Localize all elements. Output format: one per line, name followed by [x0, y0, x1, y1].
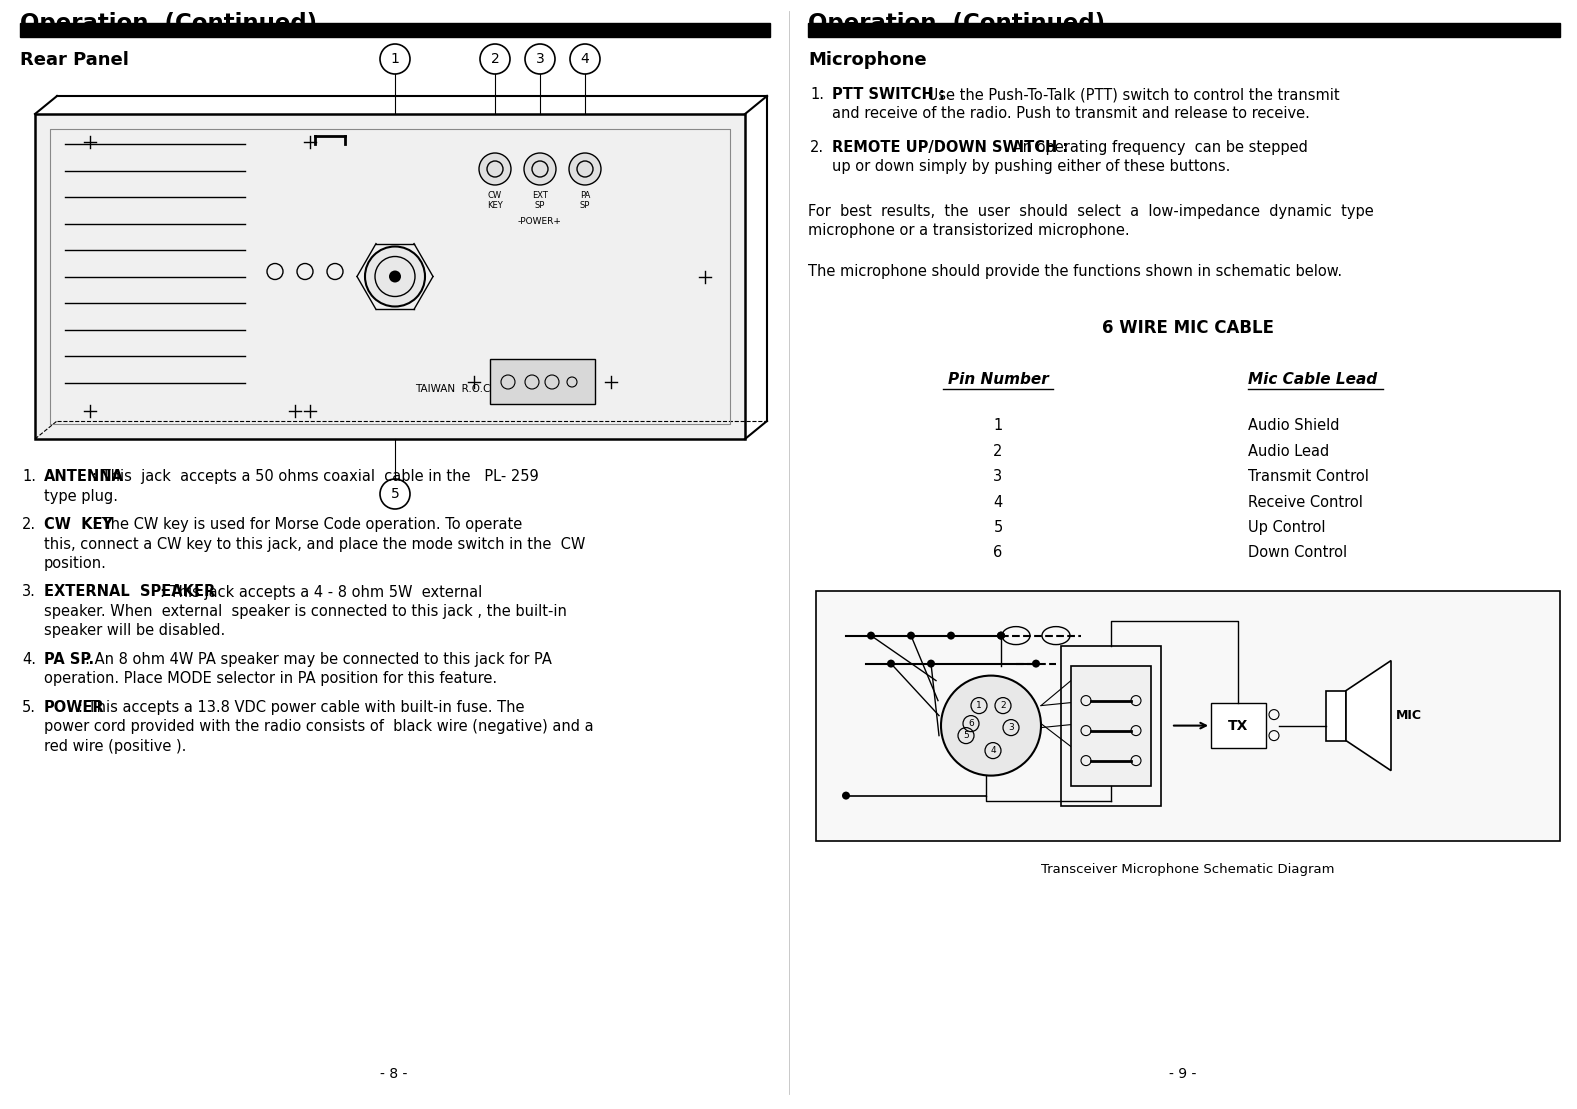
- Text: 3.: 3.: [22, 584, 36, 600]
- Text: EXT
SP: EXT SP: [531, 191, 547, 211]
- Polygon shape: [35, 114, 744, 439]
- Text: 5: 5: [994, 520, 1003, 535]
- Circle shape: [867, 632, 875, 640]
- Text: 4: 4: [990, 746, 995, 755]
- Text: position.: position.: [44, 556, 107, 571]
- Text: power cord provided with the radio consists of  black wire (negative) and a: power cord provided with the radio consi…: [44, 720, 593, 734]
- Text: TX: TX: [1228, 719, 1247, 733]
- Text: 4: 4: [994, 495, 1003, 509]
- Text: 6: 6: [994, 546, 1003, 560]
- Text: 1: 1: [994, 418, 1003, 434]
- Text: Operation  (Continued): Operation (Continued): [21, 12, 317, 35]
- Text: operation. Place MODE selector in PA position for this feature.: operation. Place MODE selector in PA pos…: [44, 672, 497, 686]
- Bar: [1211, 703, 1266, 747]
- Circle shape: [948, 632, 956, 640]
- Text: Transmit Control: Transmit Control: [1247, 469, 1369, 485]
- Text: POWER: POWER: [44, 700, 104, 715]
- Bar: [21, 23, 770, 37]
- Text: 1: 1: [391, 52, 399, 67]
- Text: Operation  (Continued): Operation (Continued): [807, 12, 1105, 35]
- Text: PA
SP: PA SP: [580, 191, 590, 211]
- Circle shape: [479, 153, 511, 185]
- Text: - 8 -: - 8 -: [380, 1067, 408, 1081]
- Text: red wire (positive ).: red wire (positive ).: [44, 739, 186, 754]
- Text: up or down simply by pushing either of these buttons.: up or down simply by pushing either of t…: [833, 160, 1230, 174]
- Text: 5.: 5.: [22, 700, 36, 715]
- Text: MIC: MIC: [1396, 709, 1422, 722]
- Text: 1.: 1.: [811, 87, 825, 102]
- Text: and receive of the radio. Push to transmit and release to receive.: and receive of the radio. Push to transm…: [833, 106, 1310, 122]
- Text: : This jack accepts a 4 - 8 ohm 5W  external: : This jack accepts a 4 - 8 ohm 5W exter…: [159, 584, 483, 600]
- Text: 2: 2: [490, 52, 500, 67]
- Circle shape: [524, 153, 557, 185]
- Text: speaker will be disabled.: speaker will be disabled.: [44, 623, 226, 639]
- Text: 3: 3: [994, 469, 1003, 485]
- Text: Transceiver Microphone Schematic Diagram: Transceiver Microphone Schematic Diagram: [1041, 863, 1334, 876]
- Circle shape: [997, 632, 1005, 640]
- Circle shape: [997, 632, 1005, 640]
- Text: Rear Panel: Rear Panel: [21, 51, 129, 69]
- Text: 2.: 2.: [22, 517, 36, 532]
- Circle shape: [842, 792, 850, 800]
- Circle shape: [886, 660, 896, 668]
- Bar: [490, 359, 595, 404]
- Bar: [807, 23, 1560, 37]
- Text: 5: 5: [964, 731, 968, 740]
- Bar: [1071, 665, 1151, 785]
- Bar: [1326, 691, 1347, 741]
- Text: 1.: 1.: [22, 469, 36, 484]
- Text: : The CW key is used for Morse Code operation. To operate: : The CW key is used for Morse Code oper…: [91, 517, 522, 532]
- Text: this, connect a CW key to this jack, and place the mode switch in the  CW: this, connect a CW key to this jack, and…: [44, 537, 585, 551]
- Text: Receive Control: Receive Control: [1247, 495, 1363, 509]
- Text: microphone or a transistorized microphone.: microphone or a transistorized microphon…: [807, 224, 1129, 238]
- Text: speaker. When  external  speaker is connected to this jack , the built-in: speaker. When external speaker is connec…: [44, 604, 566, 619]
- Text: Mic Cable Lead: Mic Cable Lead: [1247, 372, 1377, 387]
- Circle shape: [941, 675, 1041, 775]
- Circle shape: [927, 660, 935, 668]
- Text: PTT SWITCH :: PTT SWITCH :: [833, 87, 945, 102]
- Text: type plug.: type plug.: [44, 488, 118, 503]
- Text: -POWER+: -POWER+: [519, 217, 561, 226]
- Text: 5: 5: [391, 487, 399, 501]
- Text: : This accepts a 13.8 VDC power cable with built-in fuse. The: : This accepts a 13.8 VDC power cable wi…: [77, 700, 525, 715]
- Text: Audio Shield: Audio Shield: [1247, 418, 1339, 434]
- Text: For  best  results,  the  user  should  select  a  low-impedance  dynamic  type: For best results, the user should select…: [807, 204, 1374, 218]
- Bar: [815, 591, 1560, 841]
- Text: An operating frequency  can be stepped: An operating frequency can be stepped: [1008, 140, 1307, 154]
- Text: 2.: 2.: [811, 140, 825, 154]
- Text: 6: 6: [968, 719, 975, 729]
- Circle shape: [364, 246, 424, 306]
- Text: Pin Number: Pin Number: [948, 372, 1049, 387]
- Text: Up Control: Up Control: [1247, 520, 1326, 535]
- Text: ANTENNA: ANTENNA: [44, 469, 125, 484]
- Text: - 9 -: - 9 -: [1169, 1067, 1197, 1081]
- Text: Microphone: Microphone: [807, 51, 927, 69]
- Text: 6 WIRE MIC CABLE: 6 WIRE MIC CABLE: [1102, 319, 1274, 337]
- Text: : This  jack  accepts a 50 ohms coaxial  cable in the   PL- 259: : This jack accepts a 50 ohms coaxial ca…: [91, 469, 538, 484]
- Text: PA SP.: PA SP.: [44, 652, 95, 667]
- Text: 2: 2: [1000, 701, 1006, 710]
- Text: EXTERNAL  SPEAKER: EXTERNAL SPEAKER: [44, 584, 214, 600]
- Text: Down Control: Down Control: [1247, 546, 1347, 560]
- Circle shape: [907, 632, 915, 640]
- Text: The microphone should provide the functions shown in schematic below.: The microphone should provide the functi…: [807, 264, 1342, 279]
- Text: REMOTE UP/DOWN SWITCH :: REMOTE UP/DOWN SWITCH :: [833, 140, 1068, 154]
- Text: 2: 2: [994, 444, 1003, 459]
- Text: Use the Push-To-Talk (PTT) switch to control the transmit: Use the Push-To-Talk (PTT) switch to con…: [923, 87, 1339, 102]
- Polygon shape: [1347, 661, 1391, 771]
- Text: CW  KEY: CW KEY: [44, 517, 114, 532]
- Text: 1: 1: [976, 701, 982, 710]
- Text: 3: 3: [536, 52, 544, 67]
- Text: 3: 3: [1008, 723, 1014, 732]
- Text: TAIWAN  R.O.C.: TAIWAN R.O.C.: [415, 384, 494, 394]
- Text: : An 8 ohm 4W PA speaker may be connected to this jack for PA: : An 8 ohm 4W PA speaker may be connecte…: [85, 652, 552, 667]
- Text: 4.: 4.: [22, 652, 36, 667]
- Text: CW
KEY: CW KEY: [487, 191, 503, 211]
- Circle shape: [390, 271, 401, 283]
- Circle shape: [1031, 660, 1039, 668]
- Text: 4: 4: [580, 52, 590, 67]
- Circle shape: [569, 153, 601, 185]
- Bar: [1061, 645, 1161, 805]
- Text: Audio Lead: Audio Lead: [1247, 444, 1329, 459]
